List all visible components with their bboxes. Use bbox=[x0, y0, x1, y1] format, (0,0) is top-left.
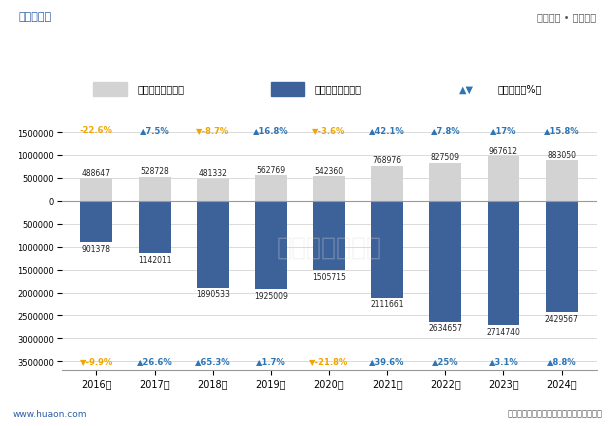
Text: 2714740: 2714740 bbox=[486, 327, 520, 337]
Text: ▲26.6%: ▲26.6% bbox=[137, 357, 172, 366]
Text: ▲3.1%: ▲3.1% bbox=[489, 357, 518, 366]
Text: 967612: 967612 bbox=[489, 147, 518, 155]
Text: ▲16.8%: ▲16.8% bbox=[253, 126, 288, 135]
Text: 2634657: 2634657 bbox=[428, 324, 462, 333]
Text: 华经产业研究院: 华经产业研究院 bbox=[277, 235, 381, 259]
Text: 华经情报网: 华经情报网 bbox=[18, 12, 52, 22]
Text: ▲42.1%: ▲42.1% bbox=[370, 126, 405, 135]
Text: ▲7.8%: ▲7.8% bbox=[430, 126, 460, 135]
Text: ▲8.8%: ▲8.8% bbox=[547, 357, 576, 366]
Bar bbox=[546, 161, 577, 201]
Bar bbox=[138, 201, 170, 253]
Text: 专业严谨 • 客观科学: 专业严谨 • 客观科学 bbox=[538, 12, 597, 22]
Text: ▲15.8%: ▲15.8% bbox=[544, 126, 579, 135]
Text: 827509: 827509 bbox=[431, 153, 460, 162]
Text: www.huaon.com: www.huaon.com bbox=[12, 409, 87, 418]
Bar bbox=[81, 201, 113, 242]
Text: 2429567: 2429567 bbox=[545, 314, 579, 323]
Text: 出口额（万美元）: 出口额（万美元） bbox=[138, 84, 184, 95]
Bar bbox=[197, 179, 229, 201]
Text: ▲▼: ▲▼ bbox=[459, 84, 474, 95]
Bar bbox=[93, 83, 127, 97]
Text: 进口额（万美元）: 进口额（万美元） bbox=[315, 84, 362, 95]
Bar bbox=[488, 201, 520, 325]
Text: 542360: 542360 bbox=[314, 166, 344, 175]
Text: ▲17%: ▲17% bbox=[490, 126, 517, 135]
Bar bbox=[371, 201, 403, 298]
Text: ▲7.5%: ▲7.5% bbox=[140, 126, 169, 135]
Bar bbox=[546, 201, 577, 313]
Text: 1890533: 1890533 bbox=[196, 290, 229, 299]
Text: 1142011: 1142011 bbox=[138, 256, 172, 265]
Bar bbox=[429, 201, 461, 322]
Text: ▼-9.9%: ▼-9.9% bbox=[80, 357, 113, 366]
Text: ▲25%: ▲25% bbox=[432, 357, 459, 366]
Bar bbox=[429, 164, 461, 201]
Text: 488647: 488647 bbox=[82, 169, 111, 178]
Text: ▼-3.6%: ▼-3.6% bbox=[312, 126, 346, 135]
Text: 768976: 768976 bbox=[373, 156, 402, 165]
Bar bbox=[255, 201, 287, 289]
Text: 1505715: 1505715 bbox=[312, 272, 346, 281]
Text: 883050: 883050 bbox=[547, 150, 576, 160]
Text: 562769: 562769 bbox=[256, 165, 285, 174]
Bar bbox=[271, 83, 304, 97]
Bar bbox=[371, 166, 403, 201]
Text: ▲65.3%: ▲65.3% bbox=[195, 357, 231, 366]
Text: 数据来源：中国海关；华经产业研究院整理: 数据来源：中国海关；华经产业研究院整理 bbox=[508, 409, 603, 418]
Text: 481332: 481332 bbox=[198, 169, 227, 178]
Text: -22.6%: -22.6% bbox=[80, 126, 113, 135]
Text: ▼-21.8%: ▼-21.8% bbox=[309, 357, 349, 366]
Text: 1925009: 1925009 bbox=[254, 291, 288, 300]
Text: ▼-8.7%: ▼-8.7% bbox=[196, 126, 229, 135]
Text: 同比增长（%）: 同比增长（%） bbox=[498, 84, 542, 95]
Text: 528728: 528728 bbox=[140, 167, 169, 176]
Bar bbox=[313, 176, 345, 201]
Text: 901378: 901378 bbox=[82, 245, 111, 253]
Text: ▲1.7%: ▲1.7% bbox=[256, 357, 286, 366]
Bar bbox=[255, 176, 287, 201]
Text: ▲39.6%: ▲39.6% bbox=[370, 357, 405, 366]
Bar bbox=[81, 179, 113, 201]
Text: 2111661: 2111661 bbox=[370, 300, 404, 309]
Bar bbox=[313, 201, 345, 270]
Text: 2016-2024年10月黑龙江省(境内目的地/货源地)进、出口额: 2016-2024年10月黑龙江省(境内目的地/货源地)进、出口额 bbox=[141, 46, 474, 64]
Bar bbox=[197, 201, 229, 288]
Bar bbox=[488, 157, 520, 201]
Bar bbox=[138, 177, 170, 201]
